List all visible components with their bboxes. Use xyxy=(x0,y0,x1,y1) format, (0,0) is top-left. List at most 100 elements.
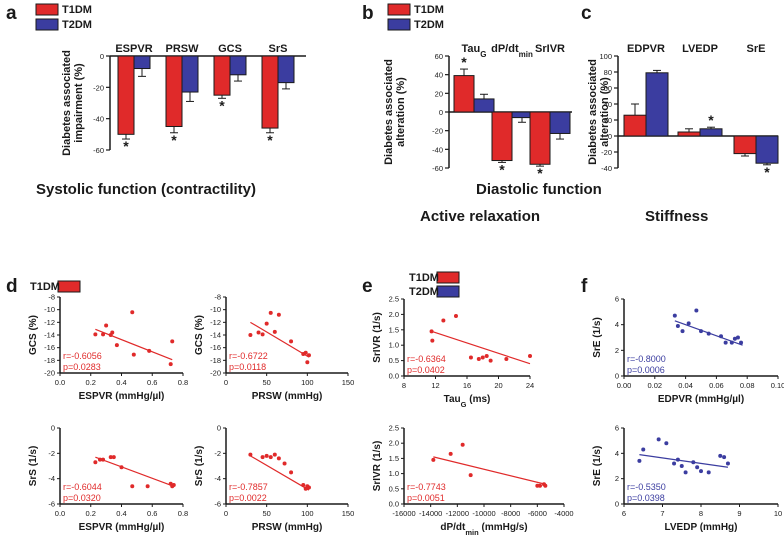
y-axis-label: impairment (%) xyxy=(73,63,85,143)
y-tick-label: 2.5 xyxy=(389,424,399,433)
y-tick-label: -2 xyxy=(48,449,55,458)
legend-swatch-t2dm xyxy=(436,285,460,298)
y-tick-label: 40 xyxy=(604,100,612,109)
correlation-p: p=0.0283 xyxy=(63,362,101,372)
data-point xyxy=(260,455,265,460)
y-tick-label: 0.0 xyxy=(389,500,399,509)
correlation-r: r=-0.6044 xyxy=(63,482,102,492)
data-point xyxy=(718,453,723,458)
data-point xyxy=(97,457,102,462)
x-tick-label: 100 xyxy=(301,509,314,518)
x-axis-label-subscript: G xyxy=(461,400,467,409)
legend-swatch-t1dm xyxy=(436,271,460,284)
y-tick-label: 0 xyxy=(615,500,619,509)
bar-t2dm xyxy=(645,72,669,137)
x-tick-label: -6000 xyxy=(528,509,547,518)
x-tick-label: 0.4 xyxy=(116,509,126,518)
data-point xyxy=(672,461,677,466)
bar-t2dm xyxy=(755,135,779,164)
bar-t2dm xyxy=(511,111,533,119)
data-point xyxy=(543,483,548,488)
x-axis-label-units: (ms) xyxy=(466,394,490,405)
legend-swatch-t2dm xyxy=(387,18,411,31)
category-label: dP/dtmin xyxy=(491,43,533,59)
bar-t2dm xyxy=(277,55,295,84)
data-point xyxy=(679,464,684,468)
x-tick-label: 0.0 xyxy=(55,378,65,387)
data-point xyxy=(453,313,458,318)
y-tick-label: -4 xyxy=(214,474,221,483)
y-tick-label: 20 xyxy=(435,89,443,98)
bar-t2dm xyxy=(133,55,151,70)
x-tick-label: 0.6 xyxy=(147,509,157,518)
bar-t1dm xyxy=(677,131,701,137)
bar-t1dm xyxy=(261,55,279,129)
x-tick-label: 0.6 xyxy=(147,378,157,387)
legend-a: T1DM T2DM xyxy=(35,3,92,31)
x-tick-label: 7 xyxy=(660,509,664,518)
regression-line xyxy=(433,456,546,485)
correlation-p: p=0.0398 xyxy=(627,493,665,503)
data-point xyxy=(305,360,310,365)
data-point xyxy=(732,336,737,341)
x-tick-label: 8 xyxy=(402,381,406,390)
y-tick-label: -10 xyxy=(210,305,221,314)
data-point xyxy=(723,340,728,345)
data-point xyxy=(641,447,646,452)
data-point xyxy=(282,461,287,466)
y-tick-label: -20 xyxy=(93,83,104,92)
correlation-r: r=-0.6056 xyxy=(63,351,102,361)
data-point xyxy=(480,355,485,360)
data-point xyxy=(306,353,311,358)
data-point xyxy=(145,484,150,489)
y-tick-label: -16 xyxy=(44,343,55,352)
data-point xyxy=(268,310,273,315)
significance-star: * xyxy=(123,138,129,154)
y-tick-label: -12 xyxy=(210,318,221,327)
y-tick-label: 1.0 xyxy=(389,341,399,350)
data-point xyxy=(699,469,703,474)
y-tick-label: -8 xyxy=(214,293,221,302)
y-axis-label: alteration (%) xyxy=(599,77,611,147)
correlation-p: p=0.0320 xyxy=(63,493,101,503)
data-point xyxy=(264,453,269,458)
x-tick-label: 0.08 xyxy=(740,381,755,390)
y-tick-label: -4 xyxy=(48,474,55,483)
data-point xyxy=(104,323,109,328)
scatter-chart-f2: 0 2 4 6 6 7 8 9 10 LVEDP (mmHg) SrE (1/s) r=-0.5350… xyxy=(592,424,782,534)
x-tick-label: 100 xyxy=(301,378,314,387)
x-tick-label: 0.0 xyxy=(55,509,65,518)
y-tick-label: -6 xyxy=(48,500,55,509)
bar-t1dm xyxy=(623,114,647,137)
y-tick-label: 6 xyxy=(615,295,619,304)
legend-label-t2dm: T2DM xyxy=(62,19,92,31)
y-tick-label: -8 xyxy=(48,293,55,302)
data-point xyxy=(637,458,642,463)
significance-star: * xyxy=(764,164,770,180)
category-subscript: min xyxy=(519,50,533,59)
significance-star: * xyxy=(499,161,505,177)
data-point xyxy=(460,442,465,447)
data-point xyxy=(260,332,265,337)
y-tick-label: 1.5 xyxy=(389,454,399,463)
legend-swatch-t1dm xyxy=(387,3,411,16)
y-tick-label: 60 xyxy=(435,52,443,61)
x-tick-label: 0 xyxy=(224,378,228,387)
y-tick-label: 2 xyxy=(615,474,619,483)
y-tick-label: -40 xyxy=(432,145,443,154)
data-point xyxy=(441,318,446,323)
x-tick-label: 20 xyxy=(494,381,502,390)
correlation-r: r=-0.5350 xyxy=(627,482,666,492)
x-tick-label: 0.00 xyxy=(617,381,632,390)
data-point xyxy=(431,457,436,462)
panel-label-c: c xyxy=(581,3,592,24)
heading-stiffness: Stiffness xyxy=(645,208,708,225)
x-tick-label: 0.02 xyxy=(647,381,662,390)
data-point xyxy=(656,437,661,442)
correlation-r: r=-0.6364 xyxy=(407,354,446,364)
bar-t2dm xyxy=(699,128,723,137)
y-axis-label: SrIVR (1/s) xyxy=(372,312,383,363)
x-tick-label: 8 xyxy=(699,509,703,518)
data-point xyxy=(528,353,532,358)
